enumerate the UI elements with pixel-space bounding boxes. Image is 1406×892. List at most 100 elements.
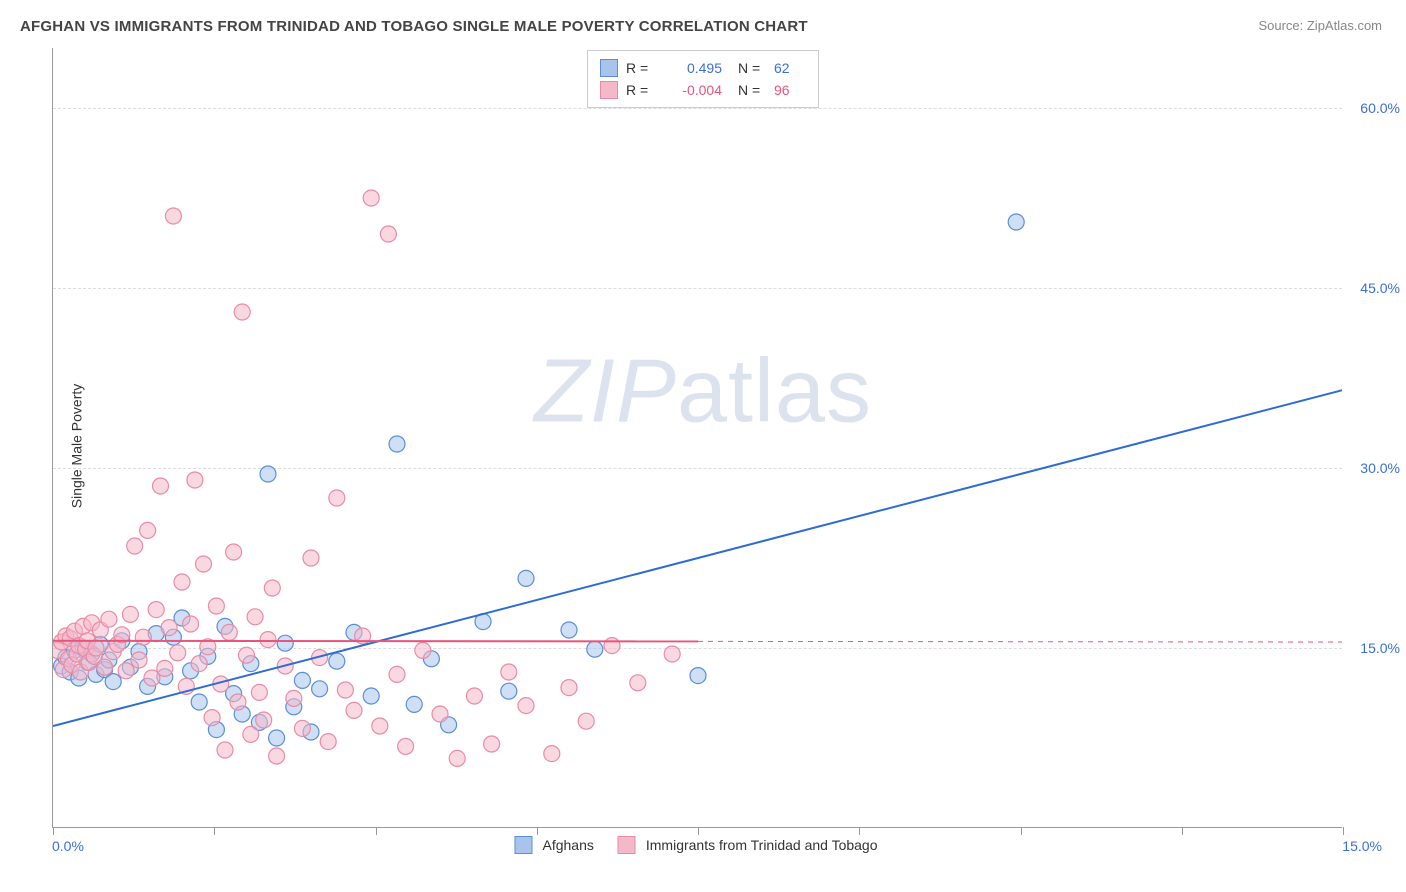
data-point — [234, 304, 250, 320]
data-point — [363, 688, 379, 704]
y-grid-label: 45.0% — [1360, 280, 1400, 296]
data-point — [239, 647, 255, 663]
plot-area: 15.0%30.0%45.0%60.0% — [52, 48, 1342, 828]
data-point — [501, 664, 517, 680]
data-point — [269, 748, 285, 764]
data-point — [260, 466, 276, 482]
data-point — [196, 556, 212, 572]
y-grid-label: 30.0% — [1360, 460, 1400, 476]
data-point — [256, 712, 272, 728]
data-point — [294, 672, 310, 688]
data-point — [561, 622, 577, 638]
data-point — [187, 472, 203, 488]
x-tick — [214, 827, 215, 835]
legend-series-label: Afghans — [542, 837, 593, 853]
data-point — [604, 638, 620, 654]
data-point — [544, 746, 560, 762]
data-point — [101, 611, 117, 627]
data-point — [415, 642, 431, 658]
data-point — [329, 490, 345, 506]
legend-n-value: 96 — [774, 79, 802, 101]
data-point — [174, 574, 190, 590]
data-point — [294, 720, 310, 736]
legend-r-label: R = — [626, 79, 654, 101]
legend-n-label: N = — [738, 79, 766, 101]
data-point — [153, 478, 169, 494]
legend-swatch — [600, 59, 618, 77]
data-point — [226, 544, 242, 560]
data-point — [690, 668, 706, 684]
plot-svg — [53, 48, 1342, 827]
data-point — [363, 190, 379, 206]
legend-r-value: 0.495 — [662, 57, 722, 79]
legend-r-value: -0.004 — [662, 79, 722, 101]
data-point — [221, 624, 237, 640]
data-point — [191, 656, 207, 672]
legend-series-label: Immigrants from Trinidad and Tobago — [646, 837, 878, 853]
data-point — [518, 570, 534, 586]
x-tick — [859, 827, 860, 835]
data-point — [208, 598, 224, 614]
legend-swatch — [618, 836, 636, 854]
data-point — [105, 674, 121, 690]
data-point — [664, 646, 680, 662]
x-tick — [537, 827, 538, 835]
data-point — [466, 688, 482, 704]
x-tick — [1182, 827, 1183, 835]
data-point — [398, 738, 414, 754]
trend-line-dashed — [698, 641, 1342, 642]
legend-n-label: N = — [738, 57, 766, 79]
source-attribution: Source: ZipAtlas.com — [1258, 18, 1382, 33]
legend-swatch — [600, 81, 618, 99]
legend-stats: R = 0.495 N = 62 R = -0.004 N = 96 — [587, 50, 819, 108]
x-tick — [53, 827, 54, 835]
x-tick — [1343, 827, 1344, 835]
data-point — [312, 681, 328, 697]
data-point — [337, 682, 353, 698]
x-tick — [1021, 827, 1022, 835]
data-point — [432, 706, 448, 722]
x-axis-label-max: 15.0% — [1342, 838, 1382, 854]
trend-line — [53, 641, 698, 642]
data-point — [217, 742, 233, 758]
legend-swatch — [514, 836, 532, 854]
data-point — [380, 226, 396, 242]
data-point — [148, 602, 164, 618]
data-point — [346, 702, 362, 718]
data-point — [518, 698, 534, 714]
x-tick — [376, 827, 377, 835]
legend-series: Afghans Immigrants from Trinidad and Toba… — [514, 836, 891, 854]
y-grid-label: 15.0% — [1360, 640, 1400, 656]
data-point — [1008, 214, 1024, 230]
legend-r-label: R = — [626, 57, 654, 79]
data-point — [320, 734, 336, 750]
data-point — [449, 750, 465, 766]
data-point — [170, 645, 186, 661]
data-point — [303, 550, 319, 566]
data-point — [183, 616, 199, 632]
data-point — [389, 436, 405, 452]
data-point — [140, 522, 156, 538]
data-point — [247, 609, 263, 625]
data-point — [157, 660, 173, 676]
data-point — [230, 694, 246, 710]
data-point — [204, 710, 220, 726]
data-point — [122, 606, 138, 622]
data-point — [389, 666, 405, 682]
data-point — [561, 680, 577, 696]
data-point — [406, 696, 422, 712]
data-point — [264, 580, 280, 596]
data-point — [587, 641, 603, 657]
data-point — [97, 659, 113, 675]
legend-n-value: 62 — [774, 57, 802, 79]
data-point — [501, 683, 517, 699]
data-point — [329, 653, 345, 669]
data-point — [243, 726, 259, 742]
data-point — [165, 208, 181, 224]
data-point — [135, 629, 151, 645]
data-point — [131, 652, 147, 668]
legend-stats-row: R = -0.004 N = 96 — [600, 79, 802, 101]
data-point — [260, 632, 276, 648]
x-axis-label-min: 0.0% — [52, 838, 84, 854]
data-point — [277, 635, 293, 651]
